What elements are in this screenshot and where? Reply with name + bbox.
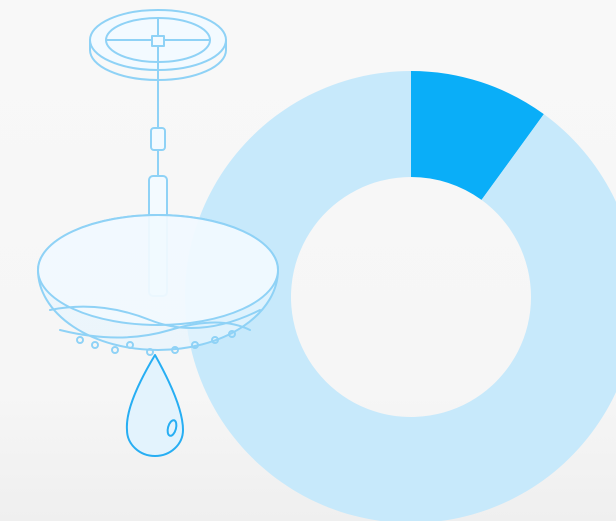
drop — [125, 354, 184, 457]
connector — [150, 127, 166, 151]
layers — [49, 305, 261, 339]
bubbles — [76, 330, 236, 356]
donut-segment — [411, 71, 544, 200]
donut-chart — [185, 71, 616, 521]
drop-highlight — [166, 419, 178, 437]
bowl-rim — [37, 214, 279, 326]
illustration — [37, 9, 279, 457]
donut-segment — [185, 71, 616, 521]
hub — [151, 35, 165, 47]
